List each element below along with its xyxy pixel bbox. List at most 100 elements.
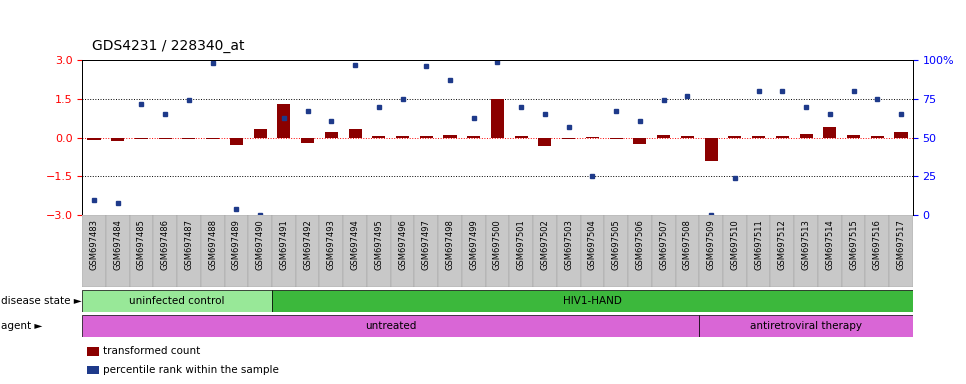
Bar — [509, 215, 533, 287]
Bar — [88, 137, 100, 140]
Text: GSM697507: GSM697507 — [659, 219, 668, 270]
Bar — [800, 134, 812, 137]
Bar — [581, 215, 605, 287]
Text: GSM697495: GSM697495 — [374, 219, 384, 270]
Bar — [154, 215, 177, 287]
Text: GSM697494: GSM697494 — [351, 219, 359, 270]
Text: GDS4231 / 228340_at: GDS4231 / 228340_at — [92, 39, 244, 53]
Bar — [515, 136, 527, 137]
Text: antiretroviral therapy: antiretroviral therapy — [750, 321, 862, 331]
Text: GSM697509: GSM697509 — [706, 219, 716, 270]
Bar — [224, 215, 248, 287]
Text: GSM697516: GSM697516 — [872, 219, 882, 270]
Text: GSM697506: GSM697506 — [636, 219, 644, 270]
Bar — [248, 215, 272, 287]
Bar — [657, 135, 670, 137]
Bar — [367, 215, 390, 287]
Bar — [230, 137, 242, 146]
Text: GSM697491: GSM697491 — [279, 219, 289, 270]
Bar — [301, 137, 314, 143]
Bar — [628, 215, 652, 287]
Bar — [605, 215, 628, 287]
Bar — [771, 215, 794, 287]
Bar — [390, 215, 414, 287]
Text: GSM697510: GSM697510 — [730, 219, 739, 270]
Text: GSM697503: GSM697503 — [564, 219, 573, 270]
Text: GSM697502: GSM697502 — [540, 219, 550, 270]
Text: HIV1-HAND: HIV1-HAND — [563, 296, 622, 306]
Bar — [866, 215, 889, 287]
Bar — [818, 215, 841, 287]
Bar — [272, 215, 296, 287]
Bar — [634, 137, 646, 144]
Bar — [325, 132, 338, 137]
Bar — [396, 136, 409, 137]
Bar — [420, 136, 433, 137]
Bar — [538, 137, 552, 146]
Bar — [201, 215, 224, 287]
Bar — [135, 137, 148, 139]
Bar — [491, 99, 504, 137]
Text: GSM697504: GSM697504 — [588, 219, 597, 270]
Bar — [158, 137, 172, 139]
Bar — [183, 137, 195, 139]
Bar — [443, 134, 457, 137]
Text: GSM697483: GSM697483 — [90, 219, 99, 270]
Bar — [177, 215, 201, 287]
Text: GSM697497: GSM697497 — [422, 219, 431, 270]
Bar — [895, 132, 907, 137]
Text: GSM697487: GSM697487 — [185, 219, 193, 270]
Text: GSM697486: GSM697486 — [160, 219, 170, 270]
Bar — [841, 215, 866, 287]
Bar — [414, 215, 439, 287]
Bar — [823, 127, 837, 137]
Bar — [699, 315, 913, 337]
Text: GSM697489: GSM697489 — [232, 219, 241, 270]
Text: GSM697496: GSM697496 — [398, 219, 407, 270]
Text: untreated: untreated — [365, 321, 416, 331]
Text: GSM697511: GSM697511 — [754, 219, 763, 270]
Text: GSM697513: GSM697513 — [802, 219, 810, 270]
Bar — [129, 215, 154, 287]
Bar — [794, 215, 818, 287]
Bar — [889, 215, 913, 287]
Text: GSM697498: GSM697498 — [445, 219, 455, 270]
Text: GSM697505: GSM697505 — [611, 219, 621, 270]
Text: uninfected control: uninfected control — [129, 296, 225, 306]
Bar — [699, 215, 723, 287]
Bar — [277, 104, 291, 137]
Bar — [439, 215, 462, 287]
Bar — [652, 215, 675, 287]
Bar — [349, 129, 361, 137]
Bar — [272, 290, 913, 312]
Text: GSM697514: GSM697514 — [825, 219, 835, 270]
Text: GSM697493: GSM697493 — [327, 219, 336, 270]
Bar — [206, 137, 219, 139]
Bar — [675, 215, 699, 287]
Bar — [562, 137, 575, 139]
Bar — [533, 215, 556, 287]
Text: GSM697515: GSM697515 — [849, 219, 858, 270]
Text: GSM697500: GSM697500 — [493, 219, 502, 270]
Bar — [723, 215, 747, 287]
Text: GSM697501: GSM697501 — [517, 219, 526, 270]
Bar — [111, 137, 125, 141]
Bar — [704, 137, 718, 161]
Text: disease state ►: disease state ► — [1, 296, 82, 306]
Text: percentile rank within the sample: percentile rank within the sample — [103, 365, 279, 375]
Bar — [462, 215, 486, 287]
Text: GSM697485: GSM697485 — [137, 219, 146, 270]
Bar — [870, 136, 884, 137]
Bar — [747, 215, 771, 287]
Text: agent ►: agent ► — [1, 321, 43, 331]
Bar — [847, 134, 860, 137]
Bar — [556, 215, 581, 287]
Bar — [776, 136, 789, 137]
Bar — [486, 215, 509, 287]
Text: GSM697508: GSM697508 — [683, 219, 692, 270]
Text: GSM697517: GSM697517 — [896, 219, 905, 270]
Bar — [82, 315, 699, 337]
Bar — [372, 136, 385, 137]
Text: GSM697488: GSM697488 — [208, 219, 217, 270]
Bar — [320, 215, 343, 287]
